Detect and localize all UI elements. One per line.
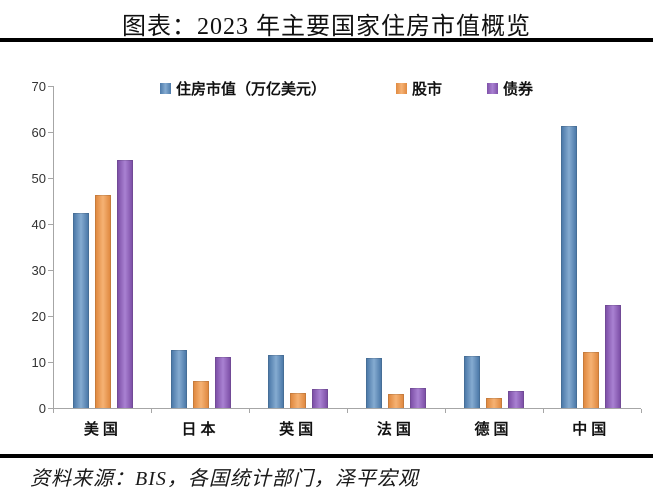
x-axis-line: [53, 408, 641, 409]
bar: [507, 390, 524, 408]
x-axis-tick: [347, 409, 348, 413]
y-tick-label: 0: [38, 400, 46, 416]
chart-legend: 住房市值（万亿美元） 股市 债券: [53, 78, 640, 99]
y-tick-label: 50: [31, 170, 46, 186]
bar-group-6: [542, 86, 640, 408]
chart-canvas: 住房市值（万亿美元） 股市 债券 美国 日本 英国 法国 德国 中国 0 10 20 30 40 5…: [0, 42, 653, 454]
y-tick-label: 70: [31, 78, 46, 94]
y-axis-tick: [48, 86, 53, 87]
page-title: 图表：2023 年主要国家住房市值概览: [122, 14, 531, 40]
bar: [387, 393, 404, 408]
bar: [312, 388, 329, 408]
bar: [214, 356, 231, 408]
category-label: 法国: [376, 422, 415, 438]
source-note: 资料来源：BIS，各国统计部门，泽平宏观: [30, 468, 419, 490]
legend-swatch-bond: [487, 83, 498, 94]
y-axis-tick: [48, 132, 53, 133]
bar: [290, 393, 307, 408]
bar: [583, 352, 600, 408]
legend-item-bond: 债券: [487, 78, 533, 99]
x-axis-tick: [249, 409, 250, 413]
y-axis-tick: [48, 178, 53, 179]
bar: [561, 126, 578, 408]
y-axis-tick: [48, 224, 53, 225]
legend-label-housing: 住房市值（万亿美元）: [175, 82, 326, 98]
category-label: 日本: [181, 422, 220, 438]
bar: [268, 354, 285, 408]
y-axis-tick: [48, 316, 53, 317]
category-labels: 美国 日本 英国 法国 德国 中国: [54, 418, 640, 439]
y-tick-label: 30: [31, 262, 46, 278]
bar: [409, 387, 426, 408]
legend-item-housing: 住房市值（万亿美元）: [159, 78, 326, 99]
bar: [605, 304, 622, 408]
bar: [485, 397, 502, 408]
y-axis-tick: [48, 270, 53, 271]
x-axis-tick: [641, 409, 642, 413]
x-axis-tick: [53, 409, 54, 413]
bar: [192, 381, 209, 408]
legend-item-stock: 股市: [395, 78, 442, 99]
x-axis-tick: [445, 409, 446, 413]
title-divider-rule: [0, 38, 653, 42]
x-axis-tick: [543, 409, 544, 413]
y-tick-label: 40: [31, 216, 46, 232]
category-label: 中国: [572, 422, 611, 438]
y-tick-label: 10: [31, 354, 46, 370]
bar: [72, 213, 89, 408]
legend-swatch-stock: [395, 83, 407, 94]
bar-group-4: [347, 86, 445, 408]
bar: [365, 358, 382, 408]
y-axis-tick: [48, 408, 53, 409]
bar: [463, 356, 480, 408]
bar-groups: [54, 86, 640, 408]
bar-group-3: [249, 86, 347, 408]
bar: [170, 350, 187, 408]
legend-swatch-housing: [159, 83, 171, 94]
y-tick-label: 20: [31, 308, 46, 324]
bar-group-5: [445, 86, 543, 408]
category-label: 美国: [83, 422, 122, 438]
legend-label-bond: 债券: [503, 82, 534, 98]
y-axis-tick: [48, 362, 53, 363]
footer-divider-rule: [0, 454, 653, 458]
y-axis-line: [53, 86, 54, 408]
y-tick-label: 60: [31, 124, 46, 140]
bar: [116, 160, 133, 408]
category-label: 德国: [474, 422, 513, 438]
category-label: 英国: [279, 422, 318, 438]
bar: [94, 195, 111, 408]
legend-label-stock: 股市: [411, 82, 442, 98]
bar-group-1: [54, 86, 152, 408]
x-axis-tick: [151, 409, 152, 413]
bar-group-2: [152, 86, 250, 408]
